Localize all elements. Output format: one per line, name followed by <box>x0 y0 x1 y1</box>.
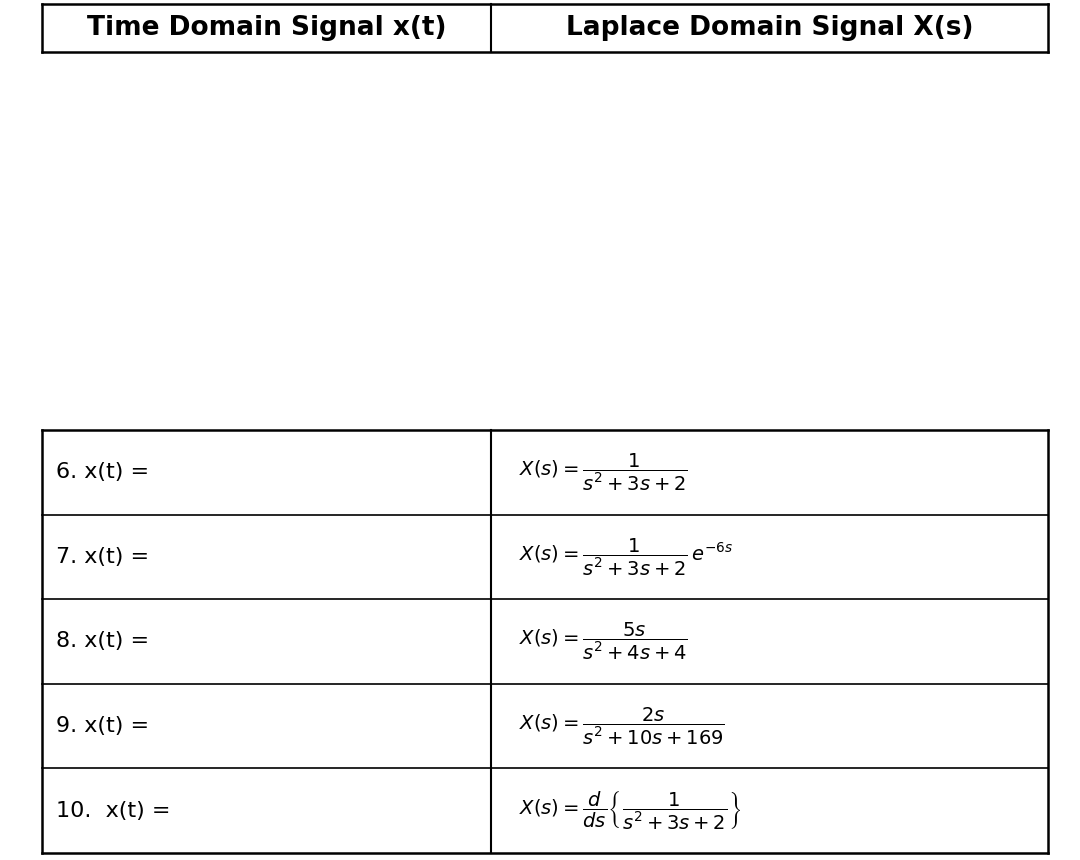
Text: Time Domain Signal x(t): Time Domain Signal x(t) <box>87 15 446 41</box>
Text: $X(s) = \dfrac{1}{s^2+3s+2}$: $X(s) = \dfrac{1}{s^2+3s+2}$ <box>519 452 688 493</box>
Text: $X(s) = \dfrac{1}{s^2+3s+2}\,e^{-6s}$: $X(s) = \dfrac{1}{s^2+3s+2}\,e^{-6s}$ <box>519 536 733 578</box>
Text: 7. x(t) =: 7. x(t) = <box>56 547 149 567</box>
Text: 10.  x(t) =: 10. x(t) = <box>56 801 171 820</box>
Text: $X(s) = \dfrac{d}{ds}\left\{\dfrac{1}{s^2+3s+2}\right\}$: $X(s) = \dfrac{d}{ds}\left\{\dfrac{1}{s^… <box>519 789 742 832</box>
Text: 6. x(t) =: 6. x(t) = <box>56 463 149 482</box>
Text: 9. x(t) =: 9. x(t) = <box>56 716 149 736</box>
Text: 8. x(t) =: 8. x(t) = <box>56 631 149 652</box>
Text: $X(s) = \dfrac{5s}{s^2+4s+4}$: $X(s) = \dfrac{5s}{s^2+4s+4}$ <box>519 621 688 662</box>
Text: $X(s) = \dfrac{2s}{s^2+10s+169}$: $X(s) = \dfrac{2s}{s^2+10s+169}$ <box>519 705 726 746</box>
Text: Laplace Domain Signal X(s): Laplace Domain Signal X(s) <box>566 15 973 41</box>
